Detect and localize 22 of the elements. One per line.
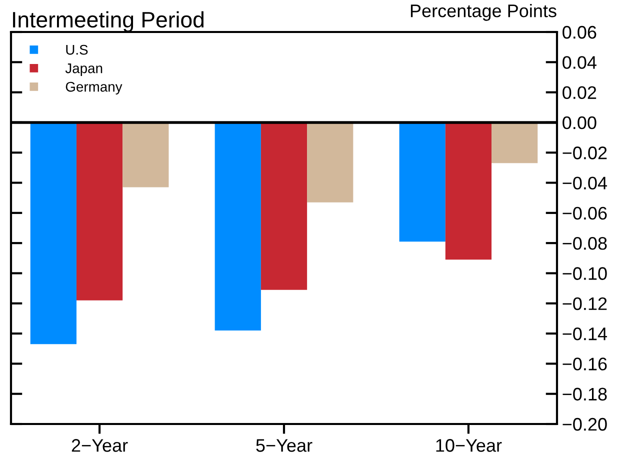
y-tick-label: −0.06: [562, 206, 607, 220]
legend-label: Germany: [66, 82, 122, 94]
y-tick-label: −0.18: [562, 388, 607, 401]
y-tick-label: −0.10: [562, 267, 607, 280]
y-tick-label: −0.20: [562, 418, 607, 431]
y-tick-label: 0.04: [562, 56, 596, 69]
chart-title: Intermeeting Period: [13, 11, 204, 32]
y-tick-label: −0.04: [562, 176, 608, 190]
legend-label: Japan: [65, 64, 102, 76]
y-tick-label: 0.00: [562, 116, 596, 130]
y-tick-label: −0.16: [562, 358, 607, 370]
y-tick-label: 0.02: [562, 86, 596, 100]
x-tick-label: 2−Year: [72, 439, 128, 452]
y-tick-label: −0.08: [562, 237, 607, 250]
y-tick-label: −0.02: [562, 146, 607, 160]
y-tick-label: −0.14: [562, 327, 608, 340]
x-tick-label: 10−Year: [436, 439, 502, 452]
y-axis-title: Percentage Points: [410, 4, 556, 21]
legend-label: U.S: [66, 44, 88, 55]
y-tick-label: 0.06: [562, 26, 596, 39]
y-tick-label: −0.12: [562, 297, 607, 310]
x-tick-label: 5−Year: [256, 439, 312, 452]
